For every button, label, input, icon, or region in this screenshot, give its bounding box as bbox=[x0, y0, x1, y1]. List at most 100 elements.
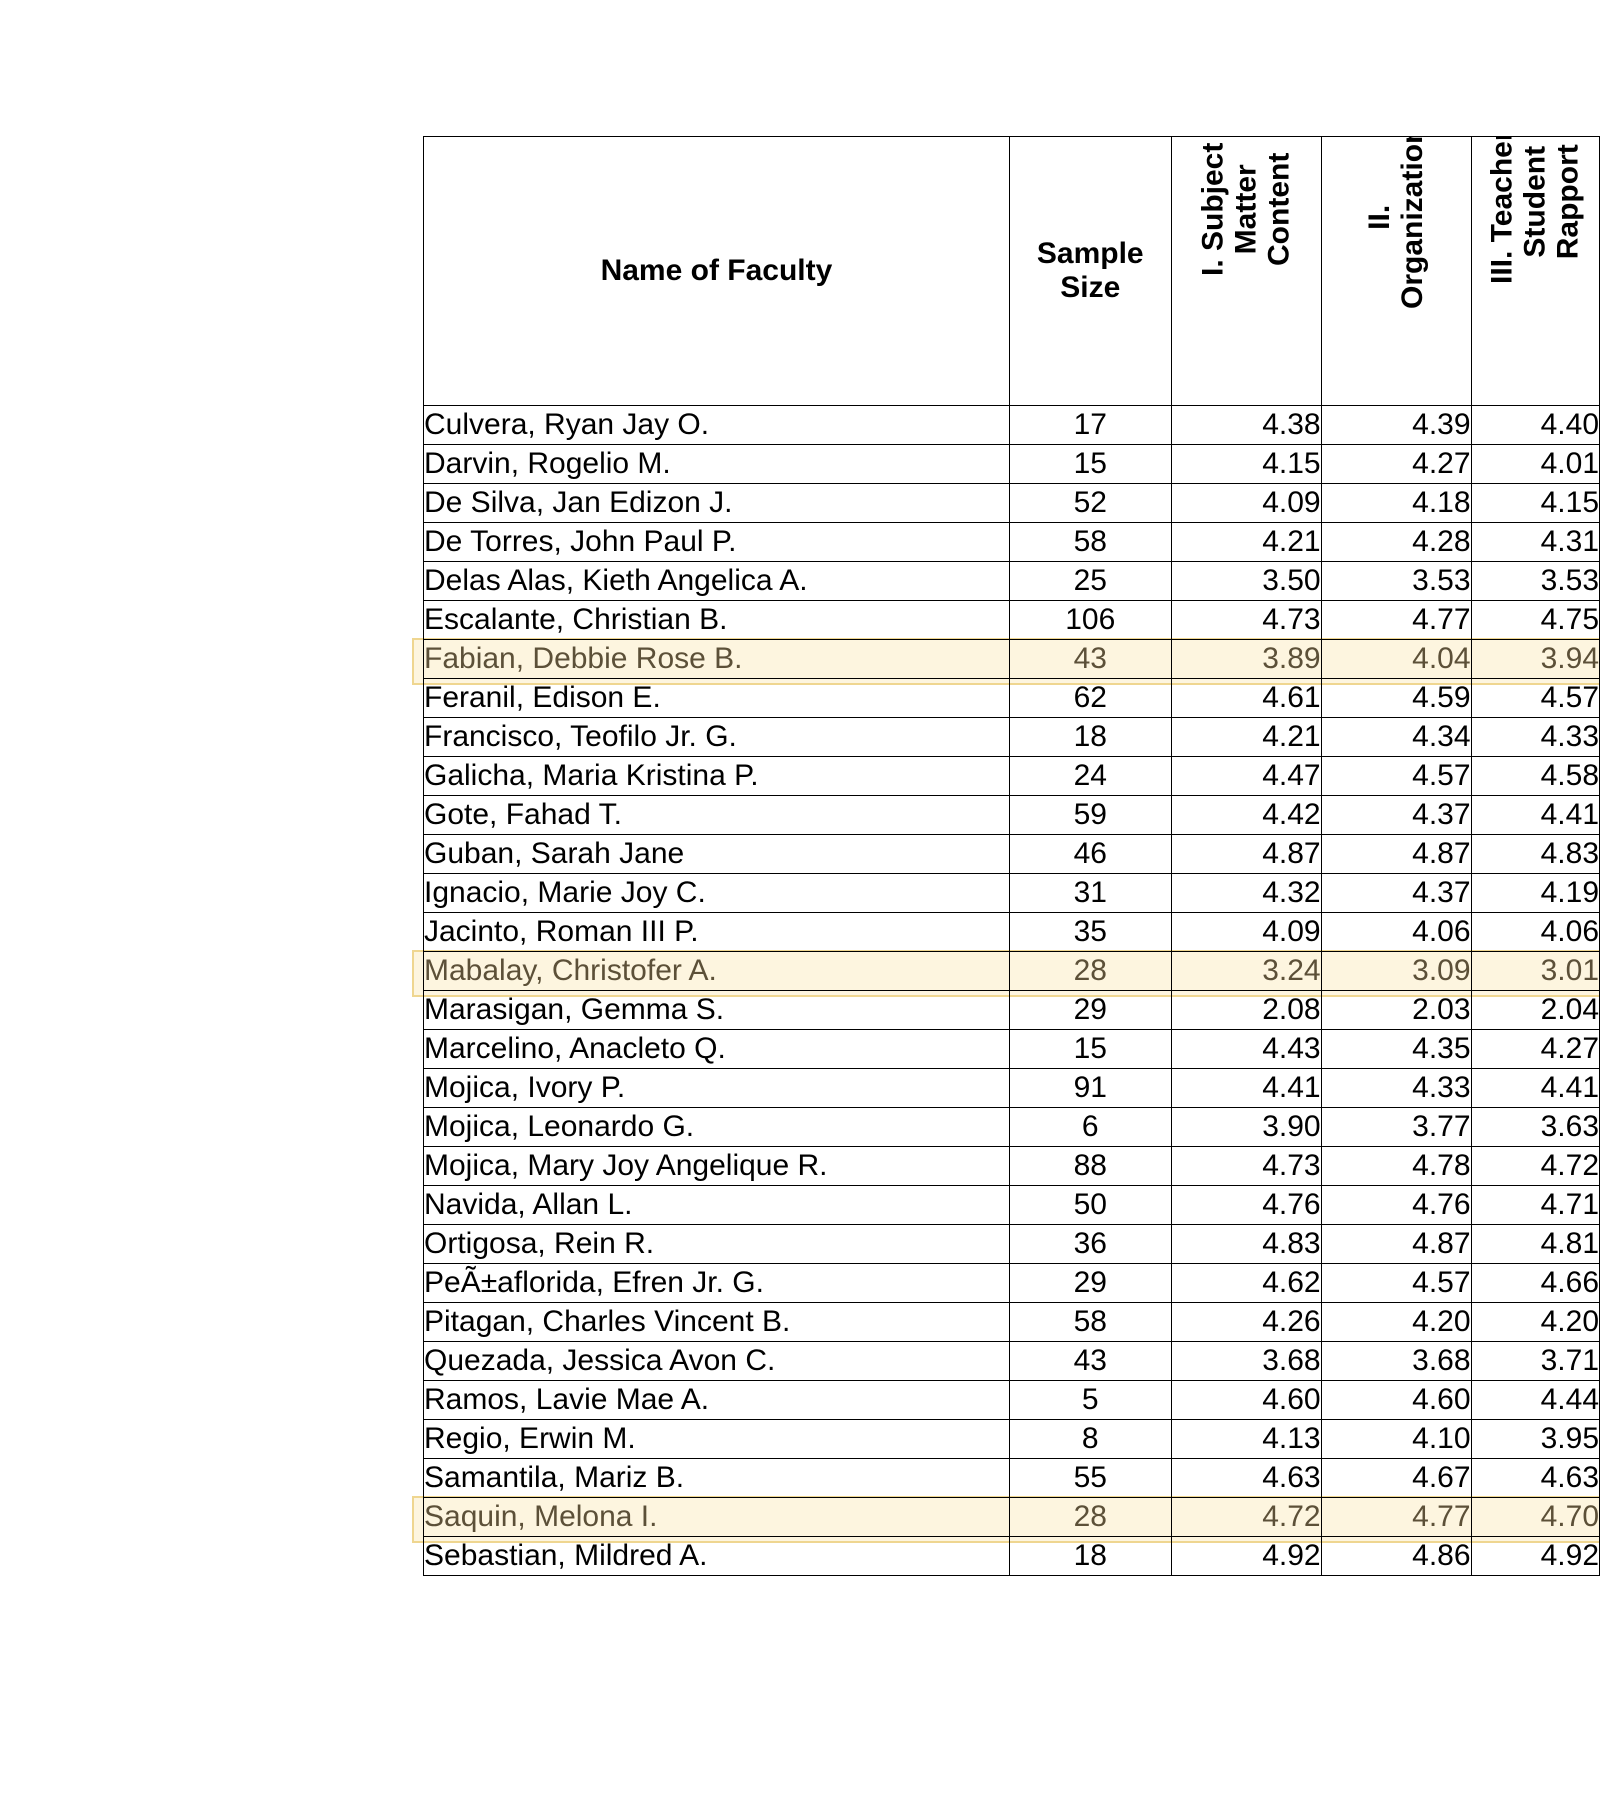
table-row: De Silva, Jan Edizon J. 52 4.09 4.18 4.15 bbox=[423, 483, 1600, 523]
rapport-score-cell: 4.31 bbox=[1470, 522, 1600, 562]
faculty-name-cell: Francisco, Teofilo Jr. G. bbox=[423, 717, 1010, 757]
rapport-score-cell: 3.01 bbox=[1470, 951, 1600, 991]
faculty-name-cell: Regio, Erwin M. bbox=[423, 1419, 1010, 1459]
sample-size-cell: 6 bbox=[1008, 1107, 1172, 1147]
organization-score-cell: 4.37 bbox=[1320, 795, 1472, 835]
organization-score-cell: 4.87 bbox=[1320, 834, 1472, 874]
rapport-score-cell: 4.83 bbox=[1470, 834, 1600, 874]
rapport-score-cell: 4.81 bbox=[1470, 1224, 1600, 1264]
rapport-score-cell: 4.01 bbox=[1470, 444, 1600, 484]
organization-score-cell: 4.06 bbox=[1320, 912, 1472, 952]
organization-score-cell: 4.37 bbox=[1320, 873, 1472, 913]
organization-score-cell: 2.03 bbox=[1320, 990, 1472, 1030]
subject-matter-score-cell: 4.87 bbox=[1170, 834, 1322, 874]
table-row: Jacinto, Roman III P. 35 4.09 4.06 4.06 bbox=[423, 912, 1600, 952]
organization-score-cell: 3.77 bbox=[1320, 1107, 1472, 1147]
rapport-score-cell: 3.71 bbox=[1470, 1341, 1600, 1381]
organization-score-cell: 4.18 bbox=[1320, 483, 1472, 523]
subject-matter-score-cell: 4.73 bbox=[1170, 1146, 1322, 1186]
sample-size-cell: 29 bbox=[1008, 990, 1172, 1030]
organization-score-cell: 4.57 bbox=[1320, 756, 1472, 796]
organization-score-cell: 4.78 bbox=[1320, 1146, 1472, 1186]
organization-score-cell: 4.77 bbox=[1320, 600, 1472, 640]
rapport-score-cell: 4.63 bbox=[1470, 1458, 1600, 1498]
organization-score-cell: 4.76 bbox=[1320, 1185, 1472, 1225]
sample-size-cell: 18 bbox=[1008, 1536, 1172, 1576]
faculty-name-cell: Pitagan, Charles Vincent B. bbox=[423, 1302, 1010, 1342]
faculty-name-cell: Galicha, Maria Kristina P. bbox=[423, 756, 1010, 796]
faculty-name-cell: Jacinto, Roman III P. bbox=[423, 912, 1010, 952]
organization-score-cell: 4.04 bbox=[1320, 639, 1472, 679]
table-row: Saquin, Melona I. 28 4.72 4.77 4.70 bbox=[423, 1497, 1600, 1537]
sample-size-cell: 62 bbox=[1008, 678, 1172, 718]
table-row: Quezada, Jessica Avon C. 43 3.68 3.68 3.71 bbox=[423, 1341, 1600, 1381]
table-row: Escalante, Christian B. 106 4.73 4.77 4.75 bbox=[423, 600, 1600, 640]
organization-score-cell: 4.86 bbox=[1320, 1536, 1472, 1576]
sample-size-cell: 55 bbox=[1008, 1458, 1172, 1498]
faculty-evaluation-table: Name of Faculty Sample Size I. Subject M… bbox=[423, 136, 1600, 1576]
table-row: Pitagan, Charles Vincent B. 58 4.26 4.20 4.2… bbox=[423, 1302, 1600, 1342]
table-row: Feranil, Edison E. 62 4.61 4.59 4.57 bbox=[423, 678, 1600, 718]
faculty-name-cell: Ramos, Lavie Mae A. bbox=[423, 1380, 1010, 1420]
header-organization: II. Organization bbox=[1320, 136, 1472, 406]
subject-matter-score-cell: 4.42 bbox=[1170, 795, 1322, 835]
header-subject-matter-content: I. Subject Matter Content bbox=[1170, 136, 1322, 406]
sample-size-cell: 35 bbox=[1008, 912, 1172, 952]
faculty-name-cell: Ortigosa, Rein R. bbox=[423, 1224, 1010, 1264]
rapport-score-cell: 4.58 bbox=[1470, 756, 1600, 796]
faculty-name-cell: Navida, Allan L. bbox=[423, 1185, 1010, 1225]
faculty-name-cell: Marasigan, Gemma S. bbox=[423, 990, 1010, 1030]
faculty-name-cell: Gote, Fahad T. bbox=[423, 795, 1010, 835]
subject-matter-score-cell: 2.08 bbox=[1170, 990, 1322, 1030]
sample-size-cell: 59 bbox=[1008, 795, 1172, 835]
faculty-name-cell: Fabian, Debbie Rose B. bbox=[423, 639, 1010, 679]
sample-size-cell: 18 bbox=[1008, 717, 1172, 757]
organization-score-cell: 4.59 bbox=[1320, 678, 1472, 718]
table-row: Mojica, Mary Joy Angelique R. 88 4.73 4.78 4… bbox=[423, 1146, 1600, 1186]
rapport-score-cell: 3.95 bbox=[1470, 1419, 1600, 1459]
organization-score-cell: 4.87 bbox=[1320, 1224, 1472, 1264]
rapport-score-cell: 4.92 bbox=[1470, 1536, 1600, 1576]
faculty-name-cell: Culvera, Ryan Jay O. bbox=[423, 405, 1010, 445]
table-row: Delas Alas, Kieth Angelica A. 25 3.50 3.53 3… bbox=[423, 561, 1600, 601]
rapport-score-cell: 4.40 bbox=[1470, 405, 1600, 445]
header-sample-size: Sample Size bbox=[1008, 136, 1172, 406]
organization-score-cell: 4.33 bbox=[1320, 1068, 1472, 1108]
subject-matter-score-cell: 4.26 bbox=[1170, 1302, 1322, 1342]
subject-matter-score-cell: 4.72 bbox=[1170, 1497, 1322, 1537]
table-row: Francisco, Teofilo Jr. G. 18 4.21 4.34 4.33 bbox=[423, 717, 1600, 757]
sample-size-cell: 25 bbox=[1008, 561, 1172, 601]
rapport-score-cell: 4.41 bbox=[1470, 795, 1600, 835]
rapport-score-cell: 4.27 bbox=[1470, 1029, 1600, 1069]
table-row: Guban, Sarah Jane 46 4.87 4.87 4.83 bbox=[423, 834, 1600, 874]
rapport-score-cell: 4.19 bbox=[1470, 873, 1600, 913]
sample-size-cell: 58 bbox=[1008, 1302, 1172, 1342]
subject-matter-score-cell: 4.09 bbox=[1170, 912, 1322, 952]
sample-size-cell: 43 bbox=[1008, 639, 1172, 679]
organization-score-cell: 4.57 bbox=[1320, 1263, 1472, 1303]
subject-matter-score-cell: 4.92 bbox=[1170, 1536, 1322, 1576]
faculty-name-cell: De Silva, Jan Edizon J. bbox=[423, 483, 1010, 523]
subject-matter-score-cell: 3.50 bbox=[1170, 561, 1322, 601]
rapport-score-cell: 4.70 bbox=[1470, 1497, 1600, 1537]
subject-matter-score-cell: 4.76 bbox=[1170, 1185, 1322, 1225]
subject-matter-score-cell: 3.90 bbox=[1170, 1107, 1322, 1147]
table-row: Culvera, Ryan Jay O. 17 4.38 4.39 4.40 bbox=[423, 405, 1600, 445]
sample-size-cell: 36 bbox=[1008, 1224, 1172, 1264]
subject-matter-score-cell: 4.21 bbox=[1170, 522, 1322, 562]
faculty-name-cell: Darvin, Rogelio M. bbox=[423, 444, 1010, 484]
table-row: Ignacio, Marie Joy C. 31 4.32 4.37 4.19 bbox=[423, 873, 1600, 913]
subject-matter-score-cell: 4.63 bbox=[1170, 1458, 1322, 1498]
rapport-score-cell: 4.06 bbox=[1470, 912, 1600, 952]
subject-matter-score-cell: 4.61 bbox=[1170, 678, 1322, 718]
organization-score-cell: 4.35 bbox=[1320, 1029, 1472, 1069]
rapport-score-cell: 4.20 bbox=[1470, 1302, 1600, 1342]
rapport-score-cell: 4.66 bbox=[1470, 1263, 1600, 1303]
sample-size-cell: 106 bbox=[1008, 600, 1172, 640]
header-name-of-faculty: Name of Faculty bbox=[423, 136, 1010, 406]
subject-matter-score-cell: 4.21 bbox=[1170, 717, 1322, 757]
subject-matter-score-cell: 4.47 bbox=[1170, 756, 1322, 796]
faculty-name-cell: Mabalay, Christofer A. bbox=[423, 951, 1010, 991]
subject-matter-score-cell: 3.68 bbox=[1170, 1341, 1322, 1381]
sample-size-cell: 28 bbox=[1008, 951, 1172, 991]
